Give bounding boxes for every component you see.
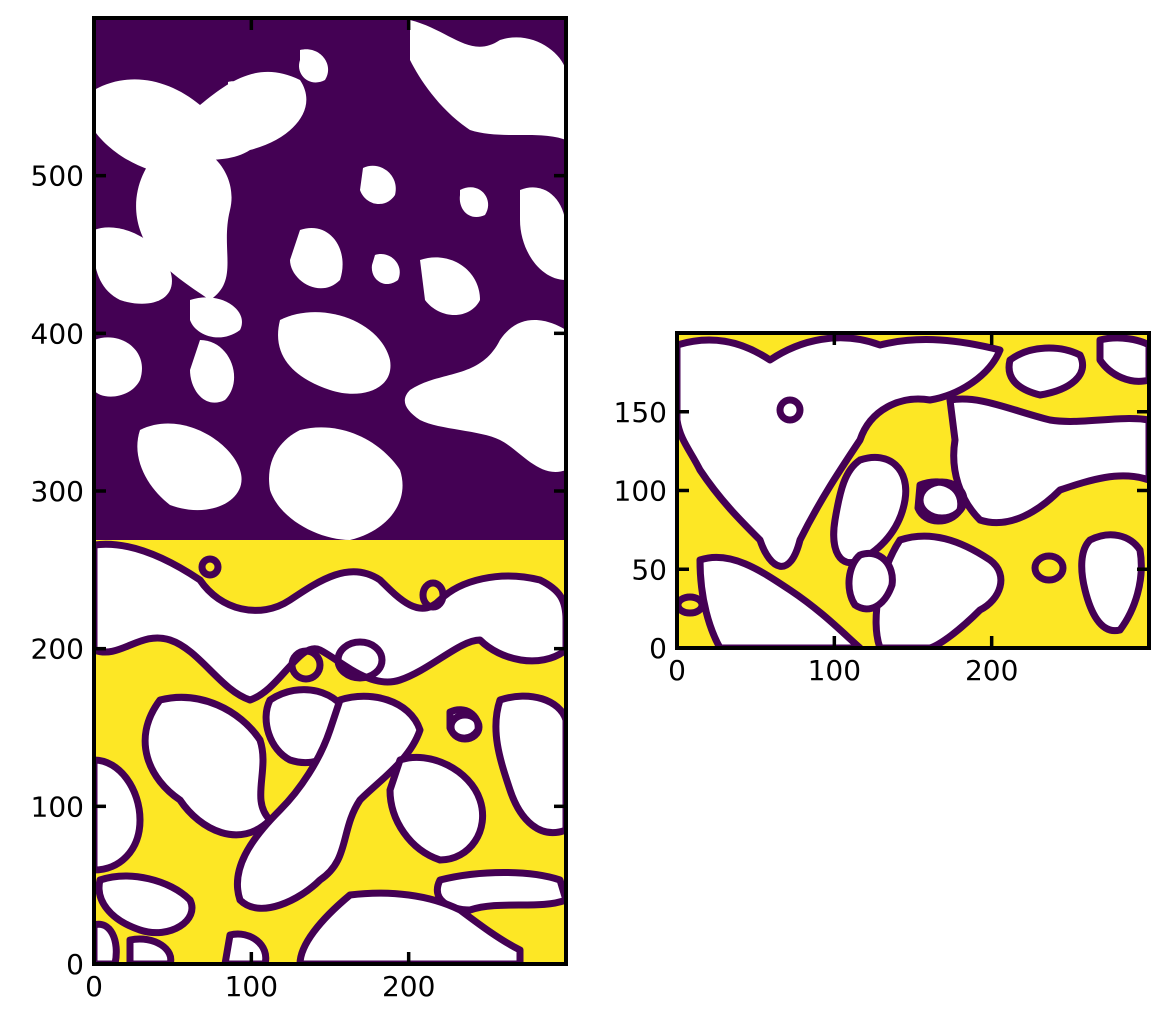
right-plot-area [677,333,1149,648]
left-white-blobs-top [94,20,566,540]
left-y-tick-label: 100 [31,790,84,823]
left-y-ticks: 0 100 200 300 400 500 [31,160,566,981]
right-x-tick-label: 200 [965,654,1018,687]
left-plot-area [94,18,566,964]
left-x-tick-label: 200 [382,970,435,1003]
left-y-tick-label: 300 [31,475,84,508]
right-y-tick-label: 0 [649,632,667,665]
right-x-ticks: 0 100 200 [668,333,1018,687]
right-y-tick-label: 100 [614,475,667,508]
left-y-tick-label: 500 [31,160,84,193]
left-purple-rings [198,555,483,743]
left-x-ticks: 0 100 200 [85,18,435,1003]
left-white-blobs-bottom [94,540,566,964]
left-x-tick-label: 100 [225,970,278,1003]
left-y-tick-label: 0 [66,948,84,981]
left-y-tick-label: 400 [31,317,84,350]
right-panel: 0 100 200 0 50 100 150 [614,331,1151,687]
right-x-tick-label: 100 [808,654,861,687]
right-y-ticks: 0 50 100 150 [614,396,1149,665]
left-x-tick-label: 0 [85,970,103,1003]
right-y-tick-label: 50 [631,553,667,586]
right-white-blobs [677,334,1149,648]
left-y-tick-label: 200 [31,633,84,666]
right-x-tick-label: 0 [668,654,686,687]
right-purple-rings [677,396,1067,617]
left-panel: 0 100 200 0 100 200 300 400 500 [31,16,568,1003]
right-y-tick-label: 150 [614,396,667,429]
